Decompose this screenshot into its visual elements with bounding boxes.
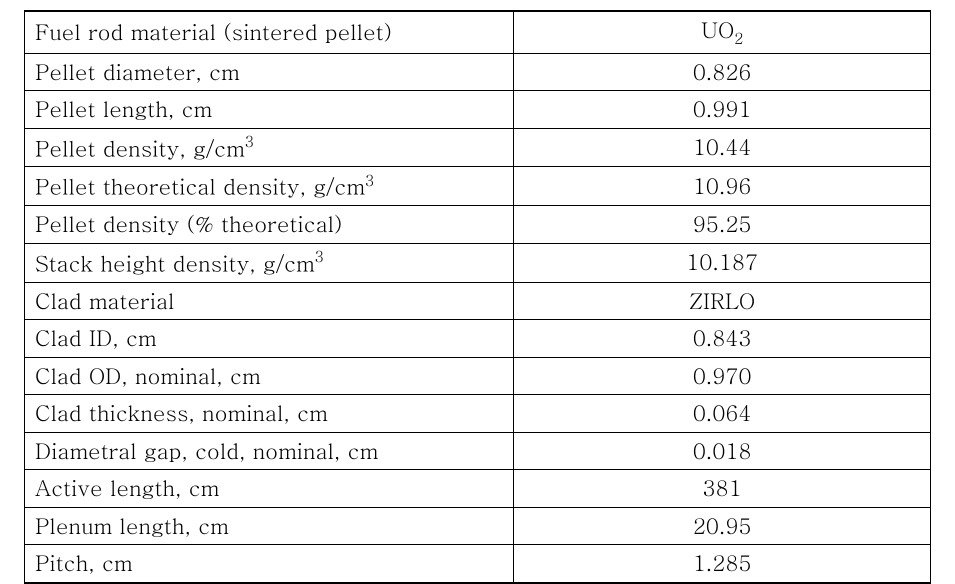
value-cell: 0.991 (514, 91, 931, 129)
table-row: Pellet density, g/cm3 10.44 (25, 128, 931, 167)
value-cell: 0.843 (514, 320, 931, 358)
table-row: Clad OD, nominal, cm 0.970 (25, 357, 931, 395)
table-body: Fuel rod material (sintered pellet)UO2Pe… (25, 11, 931, 583)
table-row: Active length, cm 381 (25, 470, 931, 508)
param-text: Pellet diameter, cm (35, 56, 240, 87)
param-sup: 3 (365, 170, 374, 191)
param-text: Pitch, cm (35, 547, 133, 578)
value-sub: 2 (734, 28, 743, 49)
param-text: Clad ID, cm (35, 322, 157, 353)
value-text: 0.018 (693, 435, 752, 466)
value-text: 381 (702, 472, 741, 503)
param-text: Plenum length, cm (35, 510, 229, 541)
value-text: UO (701, 14, 734, 45)
param-text: Pellet density, g/cm (35, 132, 245, 163)
value-text: 95.25 (693, 208, 752, 239)
param-text: Active length, cm (35, 472, 219, 503)
value-text: 20.95 (693, 510, 752, 541)
value-cell: 0.826 (514, 53, 931, 91)
value-cell: 0.018 (514, 432, 931, 470)
param-text: Pellet theoretical density, g/cm (35, 171, 365, 202)
value-text: 10.44 (693, 131, 752, 162)
param-cell: Clad ID, cm (25, 320, 514, 358)
value-cell: 20.95 (514, 507, 931, 545)
param-cell: Clad thickness, nominal, cm (25, 395, 514, 433)
param-cell: Pitch, cm (25, 545, 514, 583)
param-cell: Plenum length, cm (25, 507, 514, 545)
table-row: Fuel rod material (sintered pellet) UO2 (25, 11, 931, 53)
table-row: Stack height density, g/cm3 10.187 (25, 243, 931, 282)
value-text: 0.826 (693, 56, 752, 87)
value-cell: 1.285 (514, 545, 931, 583)
param-sup: 3 (245, 131, 254, 152)
table-row: Plenum length, cm 20.95 (25, 507, 931, 545)
value-text: 0.843 (693, 322, 752, 353)
param-text: Clad OD, nominal, cm (35, 360, 261, 391)
value-cell: ZIRLO (514, 282, 931, 320)
value-cell: 0.970 (514, 357, 931, 395)
param-text: Pellet length, cm (35, 93, 212, 124)
param-cell: Fuel rod material (sintered pellet) (25, 11, 514, 53)
table-row: Clad material ZIRLO (25, 282, 931, 320)
param-text: Clad material (35, 285, 174, 316)
value-cell: 381 (514, 470, 931, 508)
table-row: Clad thickness, nominal, cm 0.064 (25, 395, 931, 433)
value-cell: 10.187 (514, 243, 931, 282)
value-text: 0.991 (693, 93, 752, 124)
param-text: Pellet density (% theoretical) (35, 208, 342, 239)
value-text: 1.285 (693, 547, 752, 578)
table-row: Clad ID, cm 0.843 (25, 320, 931, 358)
param-cell: Pellet density (% theoretical) (25, 206, 514, 244)
param-text: Stack height density, g/cm (35, 247, 315, 278)
table-row: Diametral gap, cold, nominal, cm 0.018 (25, 432, 931, 470)
value-text: 0.064 (693, 397, 752, 428)
param-text: Clad thickness, nominal, cm (35, 397, 328, 428)
param-cell: Pellet density, g/cm3 (25, 128, 514, 167)
value-cell: 0.064 (514, 395, 931, 433)
table-row: Pellet length, cm 0.991 (25, 91, 931, 129)
param-cell: Stack height density, g/cm3 (25, 243, 514, 282)
param-cell: Active length, cm (25, 470, 514, 508)
value-cell: 95.25 (514, 206, 931, 244)
table-row: Pellet diameter, cm 0.826 (25, 53, 931, 91)
value-cell: UO2 (514, 11, 931, 53)
param-text: Fuel rod material (sintered pellet) (35, 16, 392, 47)
value-text: 0.970 (693, 360, 752, 391)
param-text: Diametral gap, cold, nominal, cm (35, 435, 378, 466)
param-cell: Pellet theoretical density, g/cm3 (25, 167, 514, 206)
param-cell: Pellet diameter, cm (25, 53, 514, 91)
param-cell: Clad OD, nominal, cm (25, 357, 514, 395)
table-row: Pellet theoretical density, g/cm3 10.96 (25, 167, 931, 206)
param-cell: Pellet length, cm (25, 91, 514, 129)
param-sup: 3 (315, 246, 324, 267)
param-cell: Diametral gap, cold, nominal, cm (25, 432, 514, 470)
fuel-rod-spec-table: Fuel rod material (sintered pellet)UO2Pe… (24, 10, 931, 584)
page: Fuel rod material (sintered pellet)UO2Pe… (0, 0, 955, 560)
value-text: ZIRLO (689, 285, 755, 316)
table-row: Pellet density (% theoretical) 95.25 (25, 206, 931, 244)
value-cell: 10.44 (514, 128, 931, 167)
table-row: Pitch, cm 1.285 (25, 545, 931, 583)
value-text: 10.96 (693, 170, 752, 201)
value-cell: 10.96 (514, 167, 931, 206)
param-cell: Clad material (25, 282, 514, 320)
value-text: 10.187 (686, 246, 758, 277)
